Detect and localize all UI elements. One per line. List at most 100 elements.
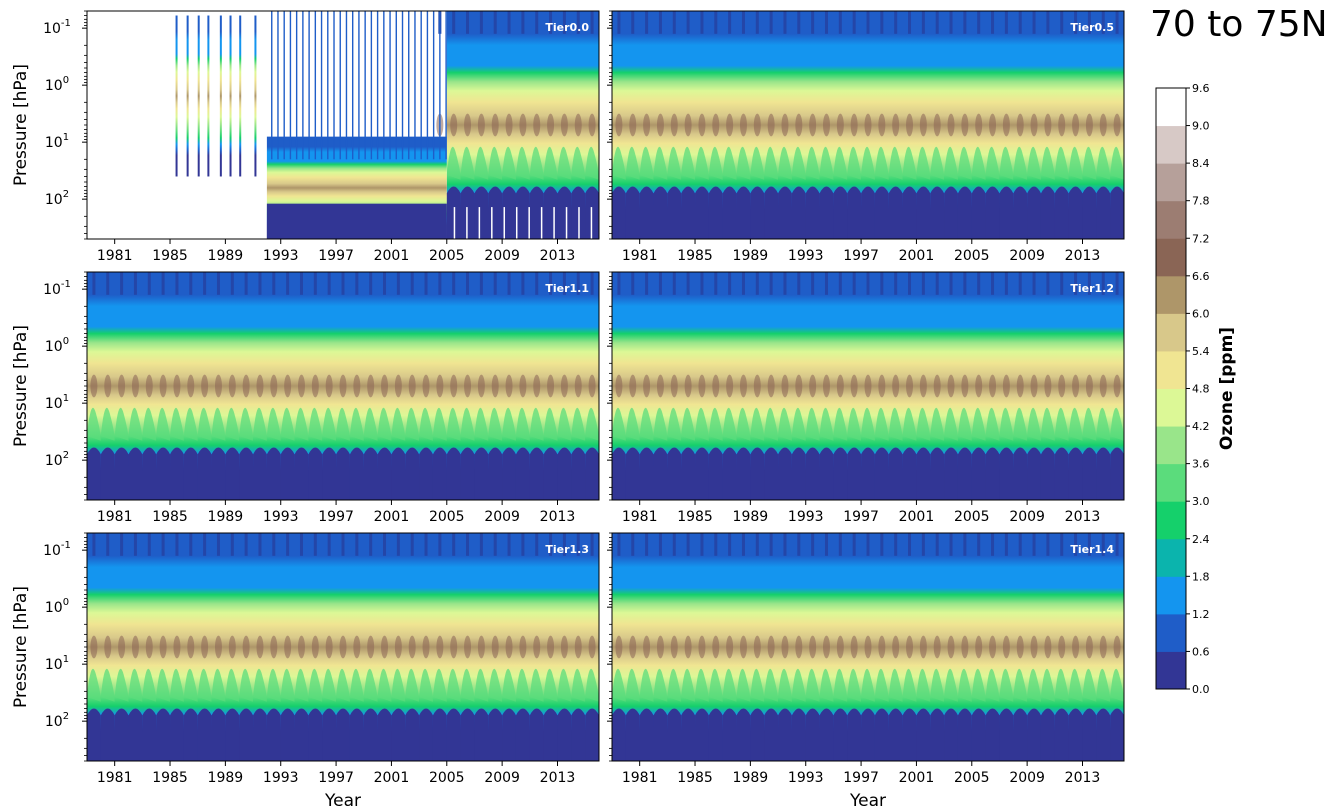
seasonal-wave [156, 668, 171, 702]
seasonal-wave [128, 447, 143, 500]
seasonal-wave [653, 407, 668, 441]
ozone-max [519, 113, 527, 137]
seasonal-wave [791, 668, 806, 702]
seasonal-stripe [1115, 533, 1119, 556]
ozone-max [1113, 374, 1121, 398]
ozone-max [1030, 635, 1038, 659]
seasonal-stripe [908, 272, 912, 295]
seasonal-stripe [161, 533, 165, 556]
ozone-max [339, 635, 347, 659]
colorbar-segment [1156, 125, 1186, 164]
data-gap [478, 207, 481, 239]
ozone-max [1072, 374, 1080, 398]
seasonal-stripe [521, 272, 525, 295]
seasonal-wave [916, 407, 931, 441]
x-tick-label: 2009 [484, 770, 520, 786]
ozone-max [90, 374, 98, 398]
ozone-max [1099, 635, 1107, 659]
ozone-max [1085, 635, 1093, 659]
ozone-max [574, 635, 582, 659]
seasonal-wave [349, 407, 364, 441]
ozone-max [726, 635, 734, 659]
seasonal-wave [419, 668, 433, 702]
seasonal-wave [1040, 186, 1055, 239]
seasonal-wave [681, 146, 696, 180]
seasonal-stripe [383, 272, 387, 295]
seasonal-wave [612, 186, 626, 239]
seasonal-wave [211, 407, 226, 441]
seasonal-wave [197, 407, 212, 441]
seasonal-wave [847, 186, 862, 239]
profile-line [395, 11, 397, 160]
ozone-max [698, 635, 706, 659]
x-tick-label: 1997 [843, 770, 879, 786]
seasonal-stripe [410, 533, 414, 556]
seasonal-stripe [866, 272, 870, 295]
seasonal-stripe [1115, 272, 1119, 295]
seasonal-wave [502, 708, 516, 761]
seasonal-wave [764, 186, 779, 239]
seasonal-wave [695, 668, 709, 702]
seasonal-stripe [824, 533, 828, 556]
seasonal-wave [100, 447, 115, 500]
seasonal-stripe [991, 272, 995, 295]
seasonal-wave [308, 668, 323, 702]
seasonal-wave [736, 668, 751, 702]
seasonal-stripe [728, 11, 732, 34]
profile-line [302, 11, 304, 160]
seasonal-wave [985, 668, 1000, 702]
ozone-max [187, 374, 195, 398]
seasonal-wave [405, 447, 420, 500]
ozone-max [560, 635, 568, 659]
seasonal-wave [419, 407, 433, 441]
seasonal-wave [736, 447, 751, 500]
seasonal-wave [902, 668, 917, 702]
seasonal-wave [432, 708, 447, 761]
ozone-max [547, 635, 555, 659]
ozone-max [519, 635, 527, 659]
seasonal-wave [930, 708, 945, 761]
seasonal-stripe [769, 272, 773, 295]
seasonal-wave [861, 447, 875, 500]
seasonal-wave [183, 668, 198, 702]
seasonal-wave [391, 668, 406, 702]
seasonal-wave [847, 146, 862, 180]
seasonal-wave [294, 447, 309, 500]
seasonal-wave [930, 146, 945, 180]
seasonal-wave [1068, 407, 1083, 441]
seasonal-stripe [866, 11, 870, 34]
seasonal-stripe [341, 272, 345, 295]
seasonal-wave [253, 668, 267, 702]
seasonal-wave [529, 668, 544, 702]
seasonal-wave [474, 708, 489, 761]
ozone-max [1058, 113, 1066, 137]
ozone-max [795, 635, 803, 659]
heatmap-field [87, 533, 599, 761]
x-tick-label: 1997 [843, 248, 879, 264]
seasonal-wave [944, 146, 958, 180]
seasonal-stripe [811, 533, 815, 556]
seasonal-wave [639, 447, 654, 500]
panel-tier1.2: Tier1.2 1981 1985 1989 1993 1997 2001 2005 2009 2… [607, 271, 1125, 525]
seasonal-stripe [797, 533, 801, 556]
panel-label: Tier1.2 [1070, 282, 1114, 295]
seasonal-wave [861, 407, 875, 441]
panel-label: Tier1.4 [1070, 543, 1114, 556]
seasonal-wave [1082, 708, 1097, 761]
seasonal-wave [930, 186, 945, 239]
x-tick-label: 1997 [318, 509, 354, 525]
seasonal-stripe [935, 533, 939, 556]
seasonal-stripe [106, 533, 110, 556]
seasonal-wave [529, 447, 544, 500]
ozone-max [989, 374, 996, 398]
x-tick-label: 2009 [484, 248, 520, 264]
y-tick-label: 100 [45, 597, 69, 616]
profile-line [320, 11, 323, 160]
ozone-max [933, 635, 941, 659]
seasonal-stripe [466, 272, 470, 295]
x-tick-label: 1993 [788, 509, 824, 525]
seasonal-wave [183, 407, 198, 441]
seasonal-stripe [921, 533, 925, 556]
seasonal-stripe [452, 11, 456, 34]
ozone-max [560, 113, 568, 137]
